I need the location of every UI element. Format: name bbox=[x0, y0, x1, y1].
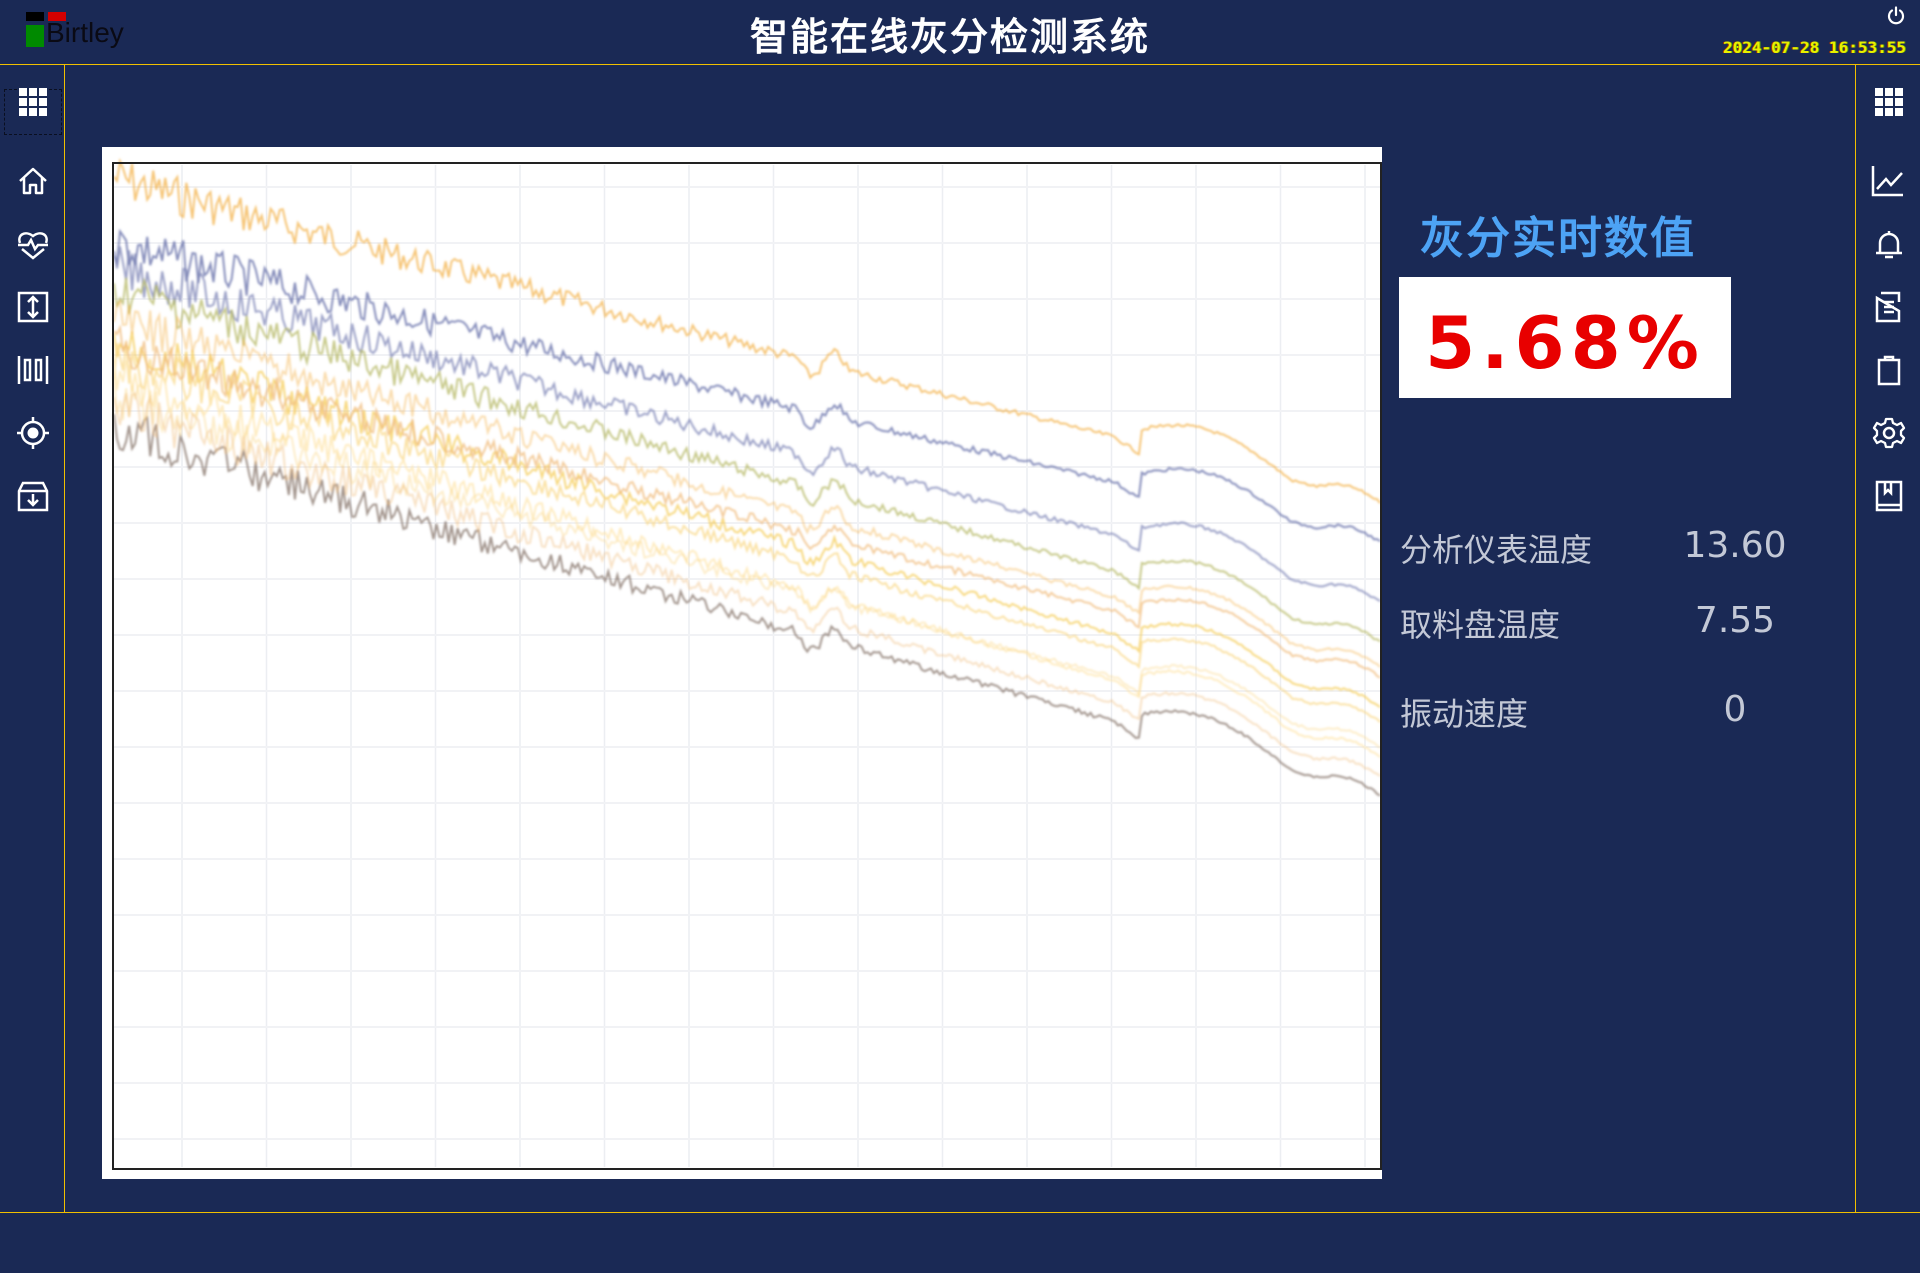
spectrum-line bbox=[113, 277, 1381, 643]
book-icon[interactable] bbox=[1872, 479, 1906, 513]
grid-icon[interactable] bbox=[16, 85, 50, 119]
stat-value: 0 bbox=[1723, 689, 1747, 730]
spectrum-line bbox=[113, 299, 1381, 668]
spectrum-line bbox=[113, 331, 1381, 708]
bell-icon[interactable] bbox=[1872, 227, 1906, 261]
footer bbox=[0, 1212, 1920, 1273]
spectrum-line bbox=[113, 413, 1381, 797]
birtley-logo: Birtley bbox=[26, 10, 156, 52]
gear-icon[interactable] bbox=[1872, 416, 1906, 450]
datetime: 2024-07-28 16:53:55 bbox=[1722, 38, 1906, 57]
spectrum-line bbox=[113, 324, 1381, 679]
spectrum-line bbox=[113, 228, 1381, 543]
vertical-expand-icon[interactable] bbox=[16, 290, 50, 324]
spectrum-lines bbox=[113, 157, 1381, 797]
stat-label: 振动速度 bbox=[1400, 695, 1529, 733]
stat-tray-temp: 取料盘温度 7.55 bbox=[1400, 600, 1800, 644]
line-chart-icon[interactable] bbox=[1870, 164, 1904, 198]
spectrum-line bbox=[113, 157, 1381, 504]
archive-download-icon[interactable] bbox=[16, 479, 50, 513]
left-sidebar bbox=[0, 65, 65, 1212]
barcode-icon[interactable] bbox=[16, 353, 50, 387]
heart-pulse-icon[interactable] bbox=[16, 227, 50, 261]
header: Birtley 智能在线灰分检测系统 2024-07-28 16:53:55 bbox=[0, 0, 1920, 65]
realtime-title: 灰分实时数值 bbox=[1420, 213, 1696, 264]
grid-lines bbox=[114, 165, 1380, 1167]
stat-label: 取料盘温度 bbox=[1400, 606, 1561, 644]
target-icon[interactable] bbox=[16, 416, 50, 450]
stat-vibration: 振动速度 0 bbox=[1400, 689, 1800, 733]
power-icon[interactable] bbox=[1886, 6, 1906, 26]
ash-value: 5.68% bbox=[1425, 301, 1705, 385]
spectrum-line bbox=[113, 246, 1381, 602]
plot-frame bbox=[112, 162, 1382, 1170]
ash-value-box: 5.68% bbox=[1399, 277, 1731, 398]
spectrum-line bbox=[113, 359, 1381, 758]
stat-analyzer-temp: 分析仪表温度 13.60 bbox=[1400, 525, 1800, 569]
spectrum-chart bbox=[102, 147, 1382, 1179]
document-icon[interactable] bbox=[1872, 290, 1906, 324]
clipboard-icon[interactable] bbox=[1872, 353, 1906, 387]
spectrum-plot bbox=[112, 157, 1382, 1170]
page-title: 智能在线灰分检测系统 bbox=[749, 15, 1150, 59]
grid-icon[interactable] bbox=[1872, 85, 1906, 119]
stat-value: 7.55 bbox=[1694, 600, 1776, 641]
spectrum-line bbox=[113, 392, 1381, 777]
stat-value: 13.60 bbox=[1683, 525, 1787, 566]
stat-label: 分析仪表温度 bbox=[1400, 531, 1593, 569]
right-sidebar bbox=[1855, 65, 1920, 1212]
home-icon[interactable] bbox=[16, 164, 50, 198]
logo-text: Birtley bbox=[46, 17, 124, 48]
